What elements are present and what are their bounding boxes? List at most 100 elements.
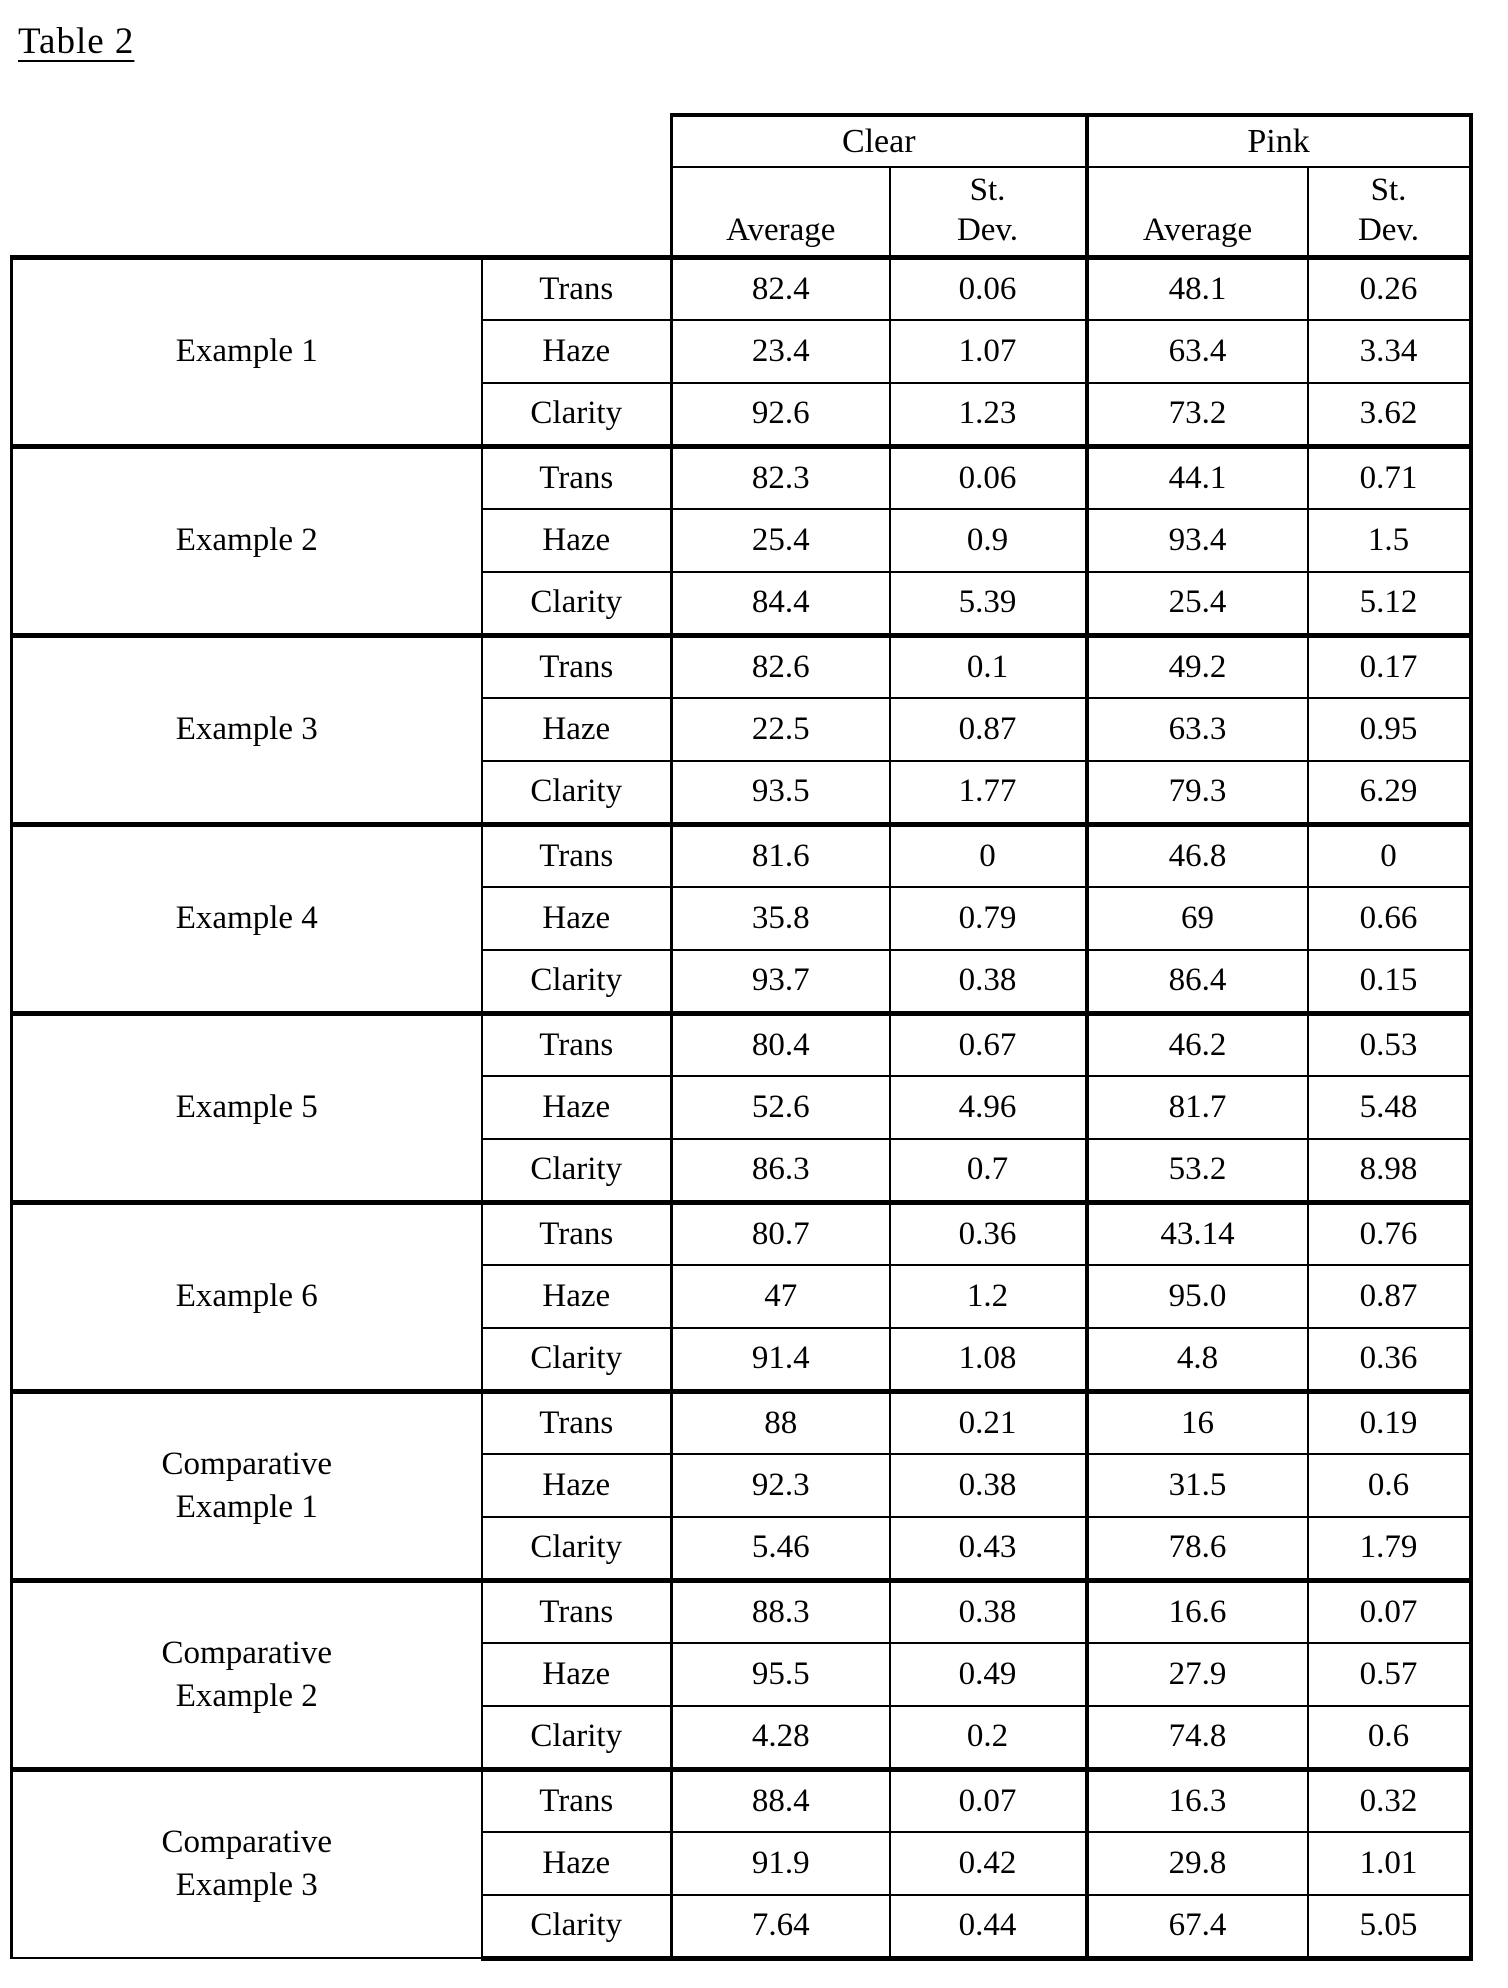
measure-label: Clarity — [480, 1894, 673, 1961]
results-table: Clear Pink Average St. Dev. Average St. … — [10, 113, 1473, 1961]
value-pink-average: 81.7 — [1084, 1075, 1309, 1140]
value-pink-stdev: 0.87 — [1306, 1264, 1473, 1329]
value-pink-stdev: 0.95 — [1306, 697, 1473, 762]
table-row: Haze 35.8 0.79 69 0.66 — [12, 886, 1473, 951]
value-clear-average: 84.4 — [670, 571, 891, 636]
table-row: Haze 22.5 0.87 63.3 0.95 — [12, 697, 1473, 762]
table-row: Example 2 Trans 82.3 0.06 44.1 0.71 — [10, 443, 1473, 636]
value-clear-average: 95.5 — [670, 1642, 891, 1707]
value-clear-average: 7.64 — [670, 1894, 891, 1961]
measure-label: Clarity — [480, 1516, 673, 1581]
value-pink-stdev: 8.98 — [1306, 1138, 1473, 1203]
measure-label: Trans — [480, 443, 673, 510]
example-label: Example 6 — [10, 1199, 483, 1392]
value-clear-stdev: 0.36 — [888, 1199, 1088, 1266]
value-pink-stdev: 0.66 — [1306, 886, 1473, 951]
example-label: Example 4 — [10, 821, 483, 1014]
table-row: Clarity 7.64 0.44 67.4 5.05 — [12, 1894, 1473, 1961]
measure-label: Trans — [480, 1766, 673, 1833]
measure-label: Clarity — [480, 1138, 673, 1203]
value-clear-average: 23.4 — [670, 319, 891, 384]
measure-label: Trans — [480, 821, 673, 888]
measure-label: Clarity — [480, 571, 673, 636]
value-pink-stdev: 0.53 — [1306, 1010, 1473, 1077]
value-clear-average: 81.6 — [670, 821, 891, 888]
measure-label: Clarity — [480, 760, 673, 825]
value-pink-stdev: 0.07 — [1306, 1577, 1473, 1644]
value-clear-average: 5.46 — [670, 1516, 891, 1581]
table-header: Clear Pink Average St. Dev. Average St. … — [12, 113, 1473, 258]
value-pink-average: 29.8 — [1084, 1831, 1309, 1896]
sub-header-row: Average St. Dev. Average St. Dev. — [12, 166, 1473, 258]
value-clear-stdev: 1.07 — [888, 319, 1088, 384]
value-pink-average: 63.4 — [1084, 319, 1309, 384]
table-row: Clarity 5.46 0.43 78.6 1.79 — [12, 1516, 1473, 1581]
table-row: Haze 91.9 0.42 29.8 1.01 — [12, 1831, 1473, 1896]
value-pink-stdev: 0.32 — [1306, 1766, 1473, 1833]
measure-label: Clarity — [480, 1705, 673, 1770]
table-row: Haze 52.6 4.96 81.7 5.48 — [12, 1075, 1473, 1140]
measure-label: Trans — [480, 1388, 673, 1455]
measure-label: Haze — [480, 1831, 673, 1896]
table-row: Clarity 92.6 1.23 73.2 3.62 — [12, 382, 1473, 447]
value-pink-stdev: 3.62 — [1306, 382, 1473, 447]
value-clear-stdev: 0.07 — [888, 1766, 1088, 1833]
table-title: Table 2 — [18, 21, 135, 62]
value-clear-stdev: 0.87 — [888, 697, 1088, 762]
value-clear-stdev: 0.1 — [888, 632, 1088, 699]
value-clear-average: 82.6 — [670, 632, 891, 699]
value-clear-average: 88 — [670, 1388, 891, 1455]
header-spacer — [12, 167, 672, 257]
value-pink-average: 78.6 — [1084, 1516, 1309, 1581]
value-pink-average: 4.8 — [1084, 1327, 1309, 1392]
value-pink-stdev: 5.05 — [1306, 1894, 1473, 1961]
value-pink-average: 74.8 — [1084, 1705, 1309, 1770]
table-row: Clarity 91.4 1.08 4.8 0.36 — [12, 1327, 1473, 1392]
measure-label: Trans — [480, 1010, 673, 1077]
measure-label: Haze — [480, 319, 673, 384]
value-clear-average: 92.3 — [670, 1453, 891, 1518]
value-pink-stdev: 0.17 — [1306, 632, 1473, 699]
col-header-pink-average: Average — [1084, 166, 1309, 258]
column-group-pink: Pink — [1084, 113, 1473, 168]
example-label: Comparative Example 3 — [10, 1766, 483, 1959]
table-body: Example 1 Trans 82.4 0.06 48.1 0.26 Haze 23.4 1.… — [10, 254, 1473, 1961]
value-clear-average: 82.4 — [670, 254, 891, 321]
value-pink-average: 86.4 — [1084, 949, 1309, 1014]
value-clear-average: 80.7 — [670, 1199, 891, 1266]
value-pink-stdev: 1.79 — [1306, 1516, 1473, 1581]
col-header-pink-stdev: St. Dev. — [1306, 166, 1473, 258]
value-pink-average: 46.2 — [1084, 1010, 1309, 1077]
value-clear-stdev: 0.67 — [888, 1010, 1088, 1077]
value-clear-average: 35.8 — [670, 886, 891, 951]
value-pink-average: 31.5 — [1084, 1453, 1309, 1518]
value-clear-stdev: 5.39 — [888, 571, 1088, 636]
value-clear-average: 93.7 — [670, 949, 891, 1014]
value-clear-stdev: 0.42 — [888, 1831, 1088, 1896]
value-clear-average: 88.3 — [670, 1577, 891, 1644]
value-pink-stdev: 0.6 — [1306, 1453, 1473, 1518]
value-pink-stdev: 6.29 — [1306, 760, 1473, 825]
value-pink-stdev: 1.01 — [1306, 1831, 1473, 1896]
value-pink-stdev: 0.71 — [1306, 443, 1473, 510]
value-clear-average: 22.5 — [670, 697, 891, 762]
table-row: Comparative Example 2 Trans 88.3 0.38 16.6 0.… — [10, 1577, 1473, 1770]
value-clear-average: 4.28 — [670, 1705, 891, 1770]
value-pink-stdev: 5.12 — [1306, 571, 1473, 636]
value-clear-stdev: 0.38 — [888, 1577, 1088, 1644]
value-clear-average: 91.9 — [670, 1831, 891, 1896]
value-clear-stdev: 1.77 — [888, 760, 1088, 825]
example-label: Example 3 — [10, 632, 483, 825]
value-clear-average: 47 — [670, 1264, 891, 1329]
table-row: Clarity 4.28 0.2 74.8 0.6 — [12, 1705, 1473, 1770]
value-pink-average: 67.4 — [1084, 1894, 1309, 1961]
value-clear-stdev: 1.23 — [888, 382, 1088, 447]
value-pink-average: 16 — [1084, 1388, 1309, 1455]
table-row: Clarity 86.3 0.7 53.2 8.98 — [12, 1138, 1473, 1203]
value-clear-stdev: 0.43 — [888, 1516, 1088, 1581]
table-row: Example 4 Trans 81.6 0 46.8 0 — [10, 821, 1473, 1014]
column-group-row: Clear Pink — [12, 113, 1473, 168]
measure-label: Trans — [480, 1199, 673, 1266]
value-clear-stdev: 0.06 — [888, 443, 1088, 510]
example-label: Example 1 — [10, 254, 483, 447]
